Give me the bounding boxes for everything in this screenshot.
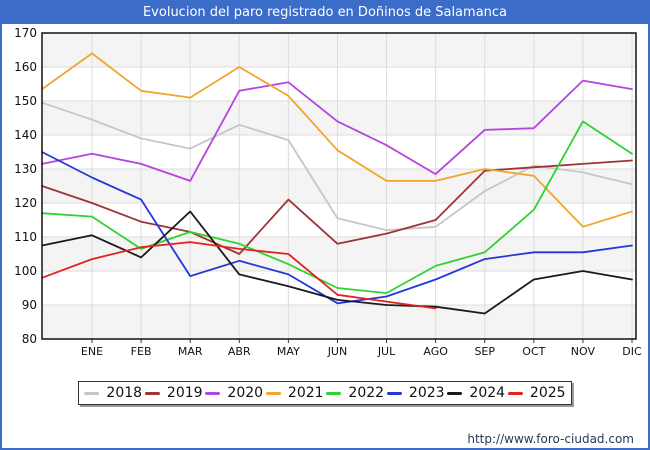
x-tick-label: SEP	[474, 345, 495, 358]
y-tick-label: 100	[14, 264, 37, 278]
legend-label: 2020	[227, 385, 264, 401]
page-title: Evolucion del paro registrado en Doñinos…	[142, 5, 508, 20]
y-tick-label: 130	[14, 162, 37, 176]
plot-frame	[41, 32, 637, 340]
y-tick-label: 80	[22, 332, 37, 346]
legend-label: 2024	[469, 385, 506, 401]
series-line-2020	[41, 79, 633, 182]
legend-swatch-icon	[144, 391, 160, 395]
y-tick-label: 120	[14, 196, 37, 210]
legend-swatch-icon	[265, 391, 281, 395]
legend-item-2021: 2021	[265, 385, 324, 401]
legend-item-2020: 2020	[205, 386, 263, 400]
x-tick-label: NOV	[571, 345, 596, 358]
series-line-2022	[41, 120, 633, 295]
legend-swatch-icon	[447, 391, 463, 395]
legend-item-2024: 2024	[447, 386, 505, 400]
series-line-2019	[41, 159, 633, 255]
series-line-2024	[41, 210, 633, 315]
x-tick-label: MAY	[277, 345, 300, 358]
legend-label: 2022	[348, 385, 385, 401]
x-tick-label: ABR	[228, 345, 251, 358]
y-tick-label: 170	[14, 26, 37, 40]
y-tick-label: 140	[14, 128, 37, 142]
series-line-2023	[41, 151, 633, 305]
legend-label: 2023	[408, 385, 445, 401]
y-tick-label: 90	[22, 298, 37, 312]
y-tick-label: 160	[14, 60, 37, 74]
legend-swatch-icon	[205, 391, 221, 395]
x-tick-label: FEB	[131, 345, 152, 358]
legend-swatch-icon	[507, 391, 523, 395]
legend-label: 2021	[287, 385, 324, 401]
legend-item-2018: 2018	[84, 386, 142, 400]
legend-item-2025: 2025	[507, 385, 566, 401]
plot-band	[42, 305, 636, 339]
legend-item-2019: 2019	[144, 385, 203, 401]
y-tick-label: 150	[14, 94, 37, 108]
footer-link[interactable]: http://www.foro-ciudad.com	[467, 432, 634, 446]
series-line-2025	[41, 241, 437, 310]
plot-band	[42, 101, 636, 135]
legend-swatch-icon	[326, 391, 342, 395]
legend-label: 2025	[529, 385, 566, 401]
x-tick-label: DIC	[622, 345, 642, 358]
title-bar: Evolucion del paro registrado en Doñinos…	[2, 2, 648, 24]
x-tick-label: AGO	[423, 345, 448, 358]
y-tick-label: 110	[14, 230, 37, 244]
series-line-2018	[41, 101, 633, 232]
legend-swatch-icon	[84, 391, 100, 395]
legend-swatch-icon	[386, 391, 402, 395]
x-tick-label: JUL	[377, 345, 396, 358]
legend-label: 2019	[166, 385, 203, 401]
chart-legend: 2018 2019 2020 2021 2022 2023 2024 2025	[78, 381, 572, 405]
legend-label: 2018	[106, 385, 143, 401]
x-tick-label: JUN	[327, 345, 348, 358]
legend-item-2022: 2022	[326, 386, 384, 400]
series-line-2021	[41, 52, 633, 228]
plot-band	[42, 33, 636, 67]
x-tick-label: MAR	[178, 345, 203, 358]
legend-item-2023: 2023	[386, 385, 445, 401]
x-tick-label: OCT	[522, 345, 545, 358]
x-tick-label: ENE	[81, 345, 103, 358]
